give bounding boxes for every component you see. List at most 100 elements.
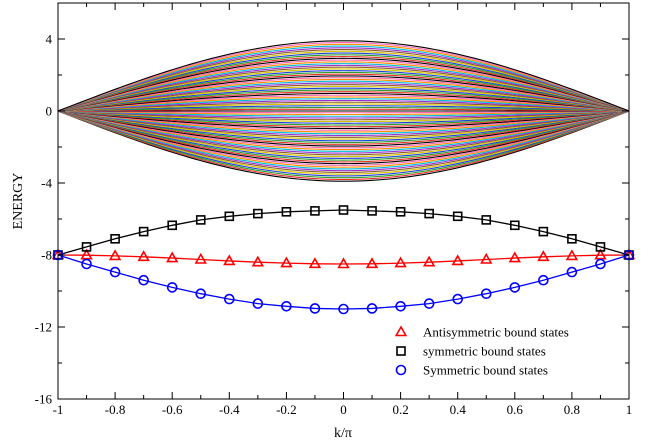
band-line [58, 40, 629, 112]
x-axis-label: k/π [334, 426, 352, 441]
band-line [58, 110, 629, 173]
band-line [58, 80, 629, 112]
band-line [58, 59, 629, 112]
triangle-marker [337, 257, 350, 269]
triangle-marker [280, 256, 293, 268]
triangle-marker [223, 254, 236, 266]
circle-marker [281, 300, 292, 312]
band-line [58, 92, 629, 112]
band-line [58, 110, 629, 130]
band-line [58, 47, 629, 112]
circle-marker [224, 293, 235, 305]
band-line [58, 110, 629, 142]
band-line [58, 110, 629, 152]
band-line [58, 110, 629, 116]
triangle-marker [137, 250, 150, 262]
triangle-marker [108, 249, 122, 261]
band-line [58, 110, 629, 177]
band-line [58, 110, 629, 156]
band-line [58, 110, 629, 126]
series-1 [53, 205, 634, 260]
band-line [58, 106, 629, 112]
band-line [58, 98, 629, 112]
band-line [58, 110, 629, 179]
triangle-marker [251, 255, 265, 267]
band-line [58, 110, 629, 161]
band-line [58, 110, 629, 151]
band-line [58, 110, 629, 135]
square-marker [481, 215, 492, 225]
band-line [58, 43, 629, 112]
band-line [58, 110, 629, 163]
y-tick-label: -8 [41, 248, 52, 263]
triangle-marker [565, 249, 579, 261]
triangle-marker [80, 248, 93, 260]
x-tick-label: -0.6 [162, 402, 183, 417]
band-line [58, 64, 629, 112]
legend-label: Symmetric bound states [423, 363, 548, 378]
band-line [58, 110, 629, 114]
band-line [58, 41, 629, 112]
circle-marker [395, 300, 406, 312]
square-marker [509, 220, 520, 231]
square-marker [138, 226, 149, 237]
triangle-marker [194, 252, 207, 264]
band-line [58, 45, 629, 112]
band-line [58, 110, 629, 166]
series-0 [51, 248, 636, 269]
square-marker [567, 234, 577, 244]
band-line [58, 94, 629, 112]
band-line [58, 56, 629, 112]
circle-marker [538, 274, 549, 286]
band-line [58, 70, 629, 112]
square-marker [595, 242, 606, 252]
band-line [58, 54, 629, 112]
legend-entry: symmetric bound states [396, 344, 546, 359]
x-tick-label: -0.4 [219, 402, 240, 417]
y-tick-label: -16 [35, 392, 53, 407]
band-line [58, 73, 629, 112]
band-line [58, 110, 629, 124]
circle-marker [195, 288, 207, 300]
legend-entry: Symmetric bound states [395, 363, 548, 378]
circle-marker [566, 266, 578, 278]
y-tick-label: 0 [46, 104, 53, 119]
band-line [58, 110, 629, 168]
triangle-marker [537, 250, 550, 262]
circle-marker [138, 274, 149, 286]
band-line [58, 110, 629, 121]
y-tick-label: -12 [35, 320, 52, 335]
triangle-marker [166, 251, 179, 263]
band-line [58, 110, 629, 158]
x-tick-label: 0 [340, 402, 347, 417]
triangle-marker [422, 255, 436, 267]
y-tick-label: -4 [41, 176, 52, 191]
circle-marker [366, 303, 378, 314]
band-line [58, 110, 629, 128]
triangle-marker [394, 325, 408, 337]
band-line [58, 110, 629, 117]
band-line [58, 89, 629, 112]
square-marker [224, 211, 235, 222]
square-marker [253, 208, 263, 219]
band-line [58, 96, 629, 112]
band-line [58, 78, 629, 112]
square-marker [195, 215, 206, 225]
circle-marker [452, 293, 464, 305]
triangle-marker [594, 248, 607, 260]
band-line [58, 63, 629, 112]
band-line [58, 85, 629, 112]
band-line [58, 66, 629, 112]
series-line [57, 254, 630, 310]
legend-entry: Antisymmetric bound states [394, 325, 569, 340]
x-tick-label: -0.2 [276, 402, 297, 417]
band-line [58, 52, 629, 112]
energy-band-continuum [58, 40, 629, 182]
band-line [58, 108, 629, 112]
band-line [58, 101, 629, 112]
legend-label: symmetric bound states [423, 344, 546, 359]
square-marker [452, 211, 463, 222]
band-line [58, 68, 629, 112]
band-line [58, 77, 629, 112]
